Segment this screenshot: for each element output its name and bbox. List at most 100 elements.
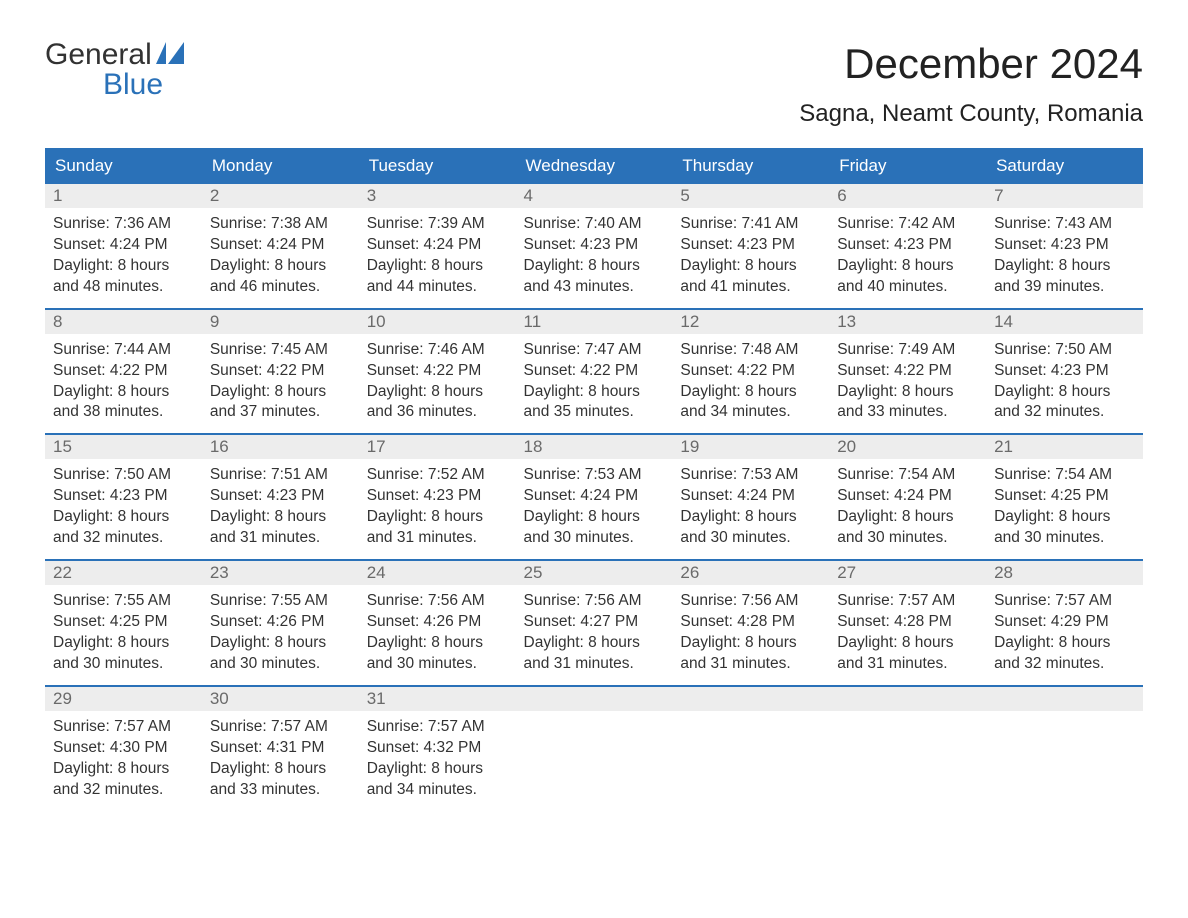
sunrise-line: Sunrise: 7:57 AM [210,717,351,738]
day-details: Sunrise: 7:43 AMSunset: 4:23 PMDaylight:… [986,208,1143,308]
daylight-line-1: Daylight: 8 hours [367,256,508,277]
sunset-line: Sunset: 4:29 PM [994,612,1135,633]
day-details: Sunrise: 7:42 AMSunset: 4:23 PMDaylight:… [829,208,986,308]
sunset-line: Sunset: 4:24 PM [837,486,978,507]
daylight-line-2: and 39 minutes. [994,277,1135,298]
daylight-line-2: and 32 minutes. [53,780,194,801]
sunset-line: Sunset: 4:23 PM [524,235,665,256]
sunrise-line: Sunrise: 7:55 AM [210,591,351,612]
sunset-line: Sunset: 4:24 PM [680,486,821,507]
sunset-line: Sunset: 4:22 PM [680,361,821,382]
sunrise-line: Sunrise: 7:36 AM [53,214,194,235]
day-number: 20 [829,435,986,459]
daylight-line-1: Daylight: 8 hours [837,507,978,528]
daylight-line-1: Daylight: 8 hours [53,759,194,780]
sunset-line: Sunset: 4:22 PM [837,361,978,382]
daylight-line-1: Daylight: 8 hours [524,507,665,528]
day-number: 16 [202,435,359,459]
sunrise-line: Sunrise: 7:57 AM [994,591,1135,612]
weekday-header: Sunday [45,148,202,184]
sunset-line: Sunset: 4:22 PM [524,361,665,382]
weekday-header: Tuesday [359,148,516,184]
calendar-cell: 17Sunrise: 7:52 AMSunset: 4:23 PMDayligh… [359,434,516,560]
day-number: 28 [986,561,1143,585]
daylight-line-2: and 33 minutes. [837,402,978,423]
title-block: December 2024 Sagna, Neamt County, Roman… [799,40,1143,128]
sunrise-line: Sunrise: 7:38 AM [210,214,351,235]
calendar-cell: 23Sunrise: 7:55 AMSunset: 4:26 PMDayligh… [202,560,359,686]
daylight-line-2: and 30 minutes. [680,528,821,549]
sunrise-line: Sunrise: 7:39 AM [367,214,508,235]
daylight-line-2: and 38 minutes. [53,402,194,423]
sunrise-line: Sunrise: 7:53 AM [680,465,821,486]
sunset-line: Sunset: 4:26 PM [210,612,351,633]
daylight-line-1: Daylight: 8 hours [994,633,1135,654]
sunrise-line: Sunrise: 7:43 AM [994,214,1135,235]
calendar-week-row: 29Sunrise: 7:57 AMSunset: 4:30 PMDayligh… [45,686,1143,811]
daylight-line-2: and 35 minutes. [524,402,665,423]
calendar-cell: 15Sunrise: 7:50 AMSunset: 4:23 PMDayligh… [45,434,202,560]
calendar-cell: 13Sunrise: 7:49 AMSunset: 4:22 PMDayligh… [829,309,986,435]
day-number: 25 [516,561,673,585]
calendar-cell: 27Sunrise: 7:57 AMSunset: 4:28 PMDayligh… [829,560,986,686]
calendar-cell: 1Sunrise: 7:36 AMSunset: 4:24 PMDaylight… [45,184,202,309]
sunset-line: Sunset: 4:31 PM [210,738,351,759]
calendar-week-row: 15Sunrise: 7:50 AMSunset: 4:23 PMDayligh… [45,434,1143,560]
day-details: Sunrise: 7:55 AMSunset: 4:25 PMDaylight:… [45,585,202,685]
sunrise-line: Sunrise: 7:50 AM [994,340,1135,361]
day-details: Sunrise: 7:36 AMSunset: 4:24 PMDaylight:… [45,208,202,308]
day-details: Sunrise: 7:56 AMSunset: 4:27 PMDaylight:… [516,585,673,685]
day-number-empty [672,687,829,711]
calendar-cell: 24Sunrise: 7:56 AMSunset: 4:26 PMDayligh… [359,560,516,686]
day-details: Sunrise: 7:41 AMSunset: 4:23 PMDaylight:… [672,208,829,308]
daylight-line-1: Daylight: 8 hours [53,382,194,403]
daylight-line-1: Daylight: 8 hours [837,256,978,277]
calendar-week-row: 8Sunrise: 7:44 AMSunset: 4:22 PMDaylight… [45,309,1143,435]
day-details: Sunrise: 7:51 AMSunset: 4:23 PMDaylight:… [202,459,359,559]
calendar-cell: 9Sunrise: 7:45 AMSunset: 4:22 PMDaylight… [202,309,359,435]
daylight-line-1: Daylight: 8 hours [367,633,508,654]
sunrise-line: Sunrise: 7:57 AM [837,591,978,612]
day-number: 4 [516,184,673,208]
day-number: 8 [45,310,202,334]
daylight-line-1: Daylight: 8 hours [210,759,351,780]
day-details: Sunrise: 7:57 AMSunset: 4:32 PMDaylight:… [359,711,516,811]
day-number: 3 [359,184,516,208]
sunrise-line: Sunrise: 7:57 AM [53,717,194,738]
day-number: 18 [516,435,673,459]
daylight-line-2: and 30 minutes. [210,654,351,675]
daylight-line-2: and 31 minutes. [524,654,665,675]
sunrise-line: Sunrise: 7:45 AM [210,340,351,361]
day-number: 21 [986,435,1143,459]
daylight-line-1: Daylight: 8 hours [367,507,508,528]
day-number: 1 [45,184,202,208]
sunrise-line: Sunrise: 7:53 AM [524,465,665,486]
sunset-line: Sunset: 4:24 PM [524,486,665,507]
calendar-cell: 12Sunrise: 7:48 AMSunset: 4:22 PMDayligh… [672,309,829,435]
daylight-line-1: Daylight: 8 hours [680,256,821,277]
sunset-line: Sunset: 4:23 PM [53,486,194,507]
day-number: 31 [359,687,516,711]
daylight-line-2: and 43 minutes. [524,277,665,298]
logo-text-1: General [45,40,152,70]
daylight-line-2: and 31 minutes. [680,654,821,675]
sunrise-line: Sunrise: 7:54 AM [994,465,1135,486]
calendar-cell: 8Sunrise: 7:44 AMSunset: 4:22 PMDaylight… [45,309,202,435]
day-details: Sunrise: 7:52 AMSunset: 4:23 PMDaylight:… [359,459,516,559]
daylight-line-1: Daylight: 8 hours [524,256,665,277]
weekday-header-row: Sunday Monday Tuesday Wednesday Thursday… [45,148,1143,184]
sunset-line: Sunset: 4:28 PM [837,612,978,633]
sunrise-line: Sunrise: 7:47 AM [524,340,665,361]
daylight-line-2: and 33 minutes. [210,780,351,801]
daylight-line-1: Daylight: 8 hours [994,382,1135,403]
day-number: 19 [672,435,829,459]
day-number: 14 [986,310,1143,334]
calendar-cell [829,686,986,811]
logo: General Blue [45,40,200,100]
sunset-line: Sunset: 4:23 PM [210,486,351,507]
day-number: 10 [359,310,516,334]
calendar-cell: 11Sunrise: 7:47 AMSunset: 4:22 PMDayligh… [516,309,673,435]
day-details: Sunrise: 7:49 AMSunset: 4:22 PMDaylight:… [829,334,986,434]
sunrise-line: Sunrise: 7:50 AM [53,465,194,486]
day-details: Sunrise: 7:57 AMSunset: 4:30 PMDaylight:… [45,711,202,811]
